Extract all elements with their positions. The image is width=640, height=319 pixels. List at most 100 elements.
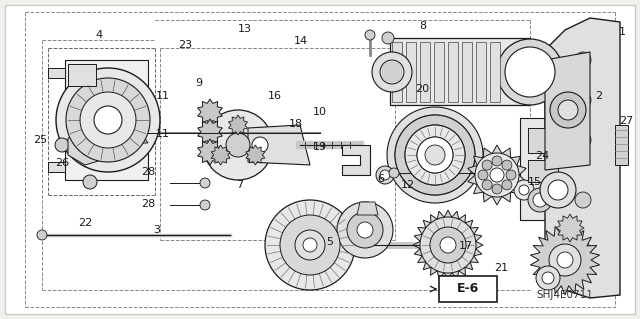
Text: 3: 3	[154, 225, 160, 235]
Circle shape	[417, 137, 453, 173]
Polygon shape	[390, 38, 530, 105]
Bar	[448, 42, 458, 102]
Text: 1: 1	[619, 27, 625, 37]
Circle shape	[558, 100, 578, 120]
Circle shape	[425, 145, 445, 165]
Circle shape	[94, 106, 122, 134]
Circle shape	[542, 272, 554, 284]
Text: 9: 9	[195, 78, 202, 88]
Text: 7: 7	[236, 180, 244, 190]
Text: 19: 19	[313, 142, 327, 152]
Circle shape	[405, 125, 465, 185]
Circle shape	[280, 215, 340, 275]
Polygon shape	[556, 214, 584, 242]
Circle shape	[56, 68, 160, 172]
Circle shape	[252, 137, 268, 153]
Text: 11: 11	[156, 91, 170, 101]
Circle shape	[387, 107, 483, 203]
Bar	[420, 42, 430, 102]
Circle shape	[482, 160, 492, 170]
Circle shape	[37, 230, 47, 240]
Text: 4: 4	[95, 30, 103, 40]
Text: 14: 14	[294, 36, 308, 47]
Text: SHJ4E0711: SHJ4E0711	[536, 290, 593, 300]
Circle shape	[557, 252, 573, 268]
Circle shape	[549, 244, 581, 276]
Circle shape	[528, 188, 552, 212]
Circle shape	[226, 133, 250, 157]
Text: 15: 15	[527, 177, 541, 187]
Text: 10: 10	[313, 107, 327, 117]
Text: 12: 12	[401, 180, 415, 190]
Circle shape	[389, 168, 399, 178]
Circle shape	[502, 180, 512, 190]
Circle shape	[536, 266, 560, 290]
Circle shape	[575, 92, 591, 108]
Text: 18: 18	[289, 119, 303, 130]
Circle shape	[478, 170, 488, 180]
Polygon shape	[211, 145, 230, 165]
Circle shape	[482, 180, 492, 190]
Polygon shape	[228, 115, 248, 135]
Polygon shape	[342, 145, 370, 175]
Polygon shape	[357, 202, 378, 215]
Circle shape	[83, 175, 97, 189]
Bar	[528, 160, 558, 182]
Polygon shape	[545, 18, 620, 298]
Text: 5: 5	[326, 237, 333, 248]
Bar	[462, 42, 472, 102]
Bar	[490, 42, 500, 102]
Circle shape	[514, 180, 534, 200]
Circle shape	[492, 156, 502, 166]
Circle shape	[66, 78, 150, 162]
Circle shape	[430, 227, 466, 263]
Circle shape	[575, 52, 591, 68]
Circle shape	[337, 202, 393, 258]
Polygon shape	[198, 119, 222, 145]
Circle shape	[575, 132, 591, 148]
Circle shape	[380, 60, 404, 84]
Text: 16: 16	[268, 91, 282, 101]
Text: 22: 22	[78, 218, 92, 228]
Polygon shape	[520, 118, 585, 220]
Circle shape	[380, 170, 390, 180]
Polygon shape	[118, 125, 148, 143]
Polygon shape	[246, 145, 265, 165]
Text: 6: 6	[378, 174, 384, 184]
Polygon shape	[48, 68, 65, 78]
Circle shape	[492, 184, 502, 194]
Circle shape	[265, 200, 355, 290]
Circle shape	[80, 92, 136, 148]
Circle shape	[295, 230, 325, 260]
Circle shape	[575, 192, 591, 208]
Circle shape	[357, 222, 373, 238]
Circle shape	[55, 138, 69, 152]
Circle shape	[550, 92, 586, 128]
Circle shape	[405, 125, 465, 185]
Circle shape	[548, 180, 568, 200]
Circle shape	[506, 170, 516, 180]
Text: 11: 11	[156, 129, 170, 139]
Circle shape	[203, 110, 273, 180]
Circle shape	[347, 212, 383, 248]
Text: 13: 13	[237, 24, 252, 34]
Bar	[68, 64, 96, 86]
Circle shape	[200, 178, 210, 188]
Polygon shape	[413, 210, 483, 280]
Circle shape	[417, 137, 453, 173]
Text: 26: 26	[55, 158, 69, 168]
Polygon shape	[545, 52, 590, 170]
Circle shape	[376, 166, 394, 184]
Text: 25: 25	[33, 135, 47, 145]
Text: 28: 28	[141, 167, 156, 177]
Bar	[476, 42, 486, 102]
Polygon shape	[468, 145, 526, 205]
Circle shape	[519, 185, 529, 195]
Text: 2: 2	[595, 91, 602, 101]
Text: 21: 21	[494, 263, 508, 273]
Circle shape	[365, 30, 375, 40]
Circle shape	[575, 242, 591, 258]
Circle shape	[540, 172, 576, 208]
Polygon shape	[65, 60, 148, 180]
Circle shape	[497, 39, 563, 105]
